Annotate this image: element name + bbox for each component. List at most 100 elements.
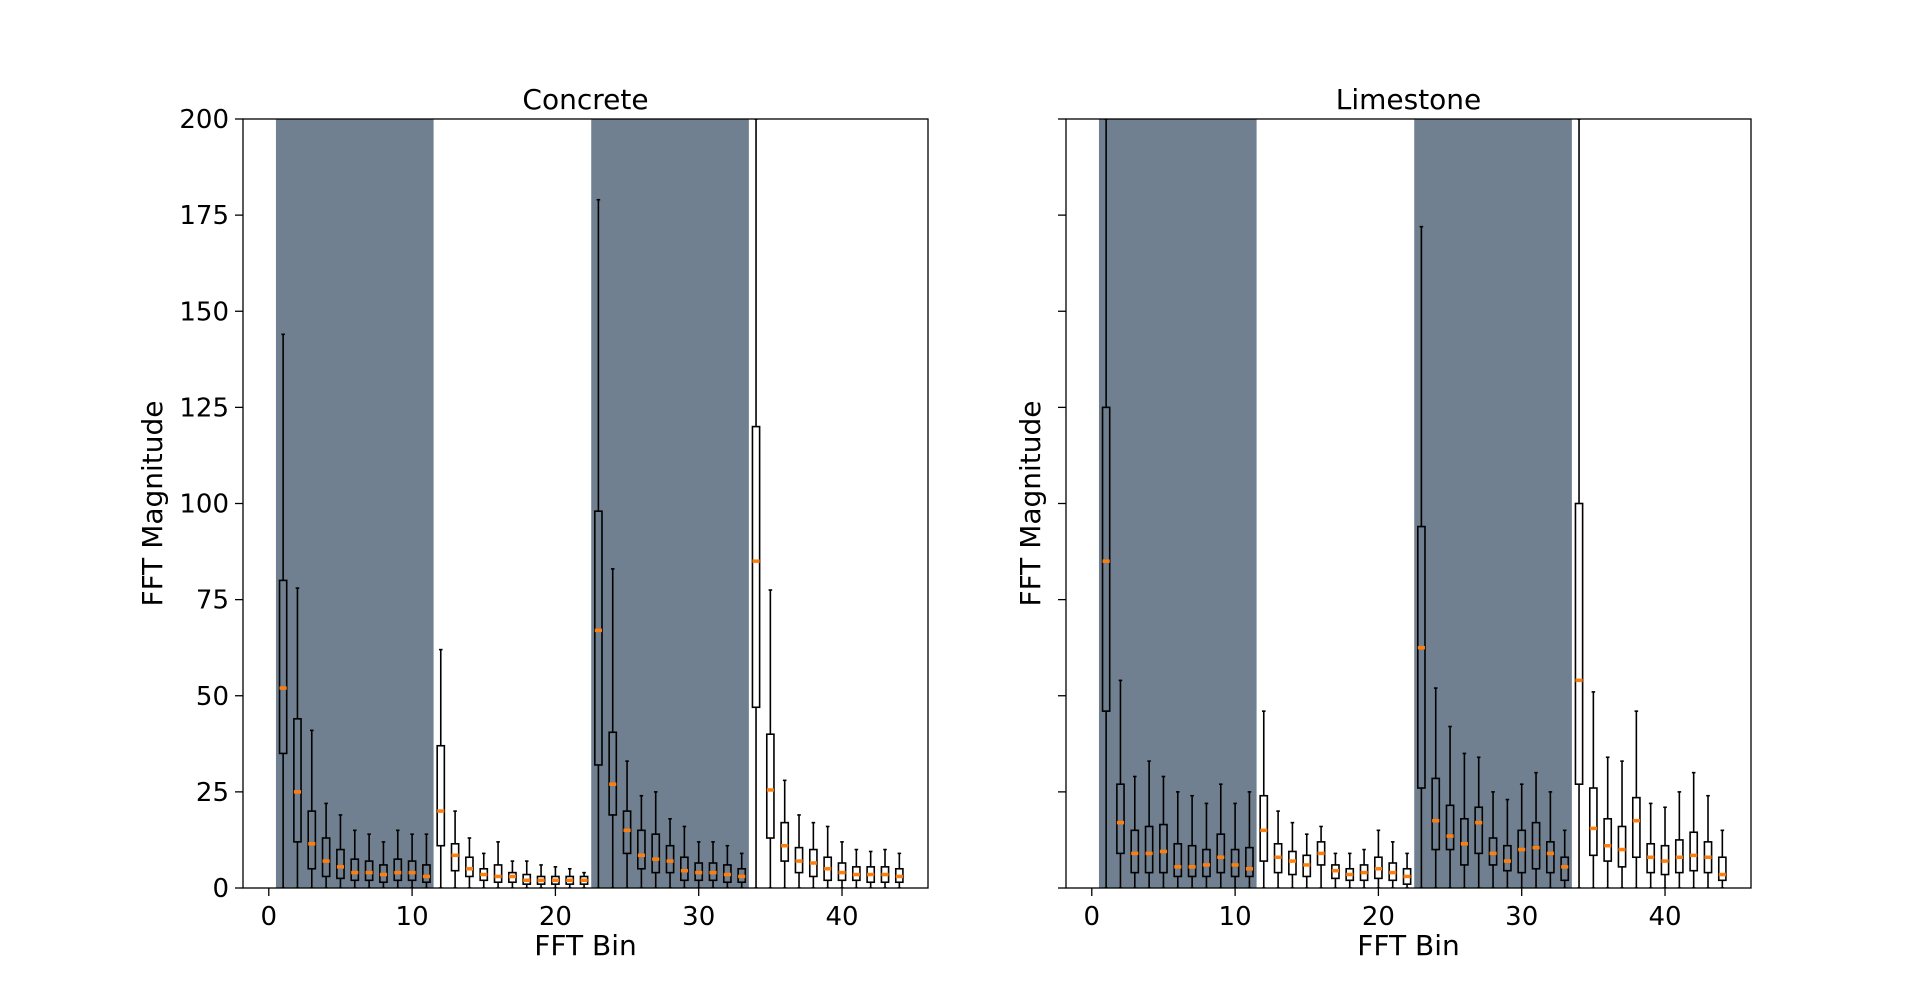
iqr-box xyxy=(780,821,790,862)
box-bin-17 xyxy=(508,860,517,888)
box-bin-31 xyxy=(708,841,718,888)
limestone-subplot: 0 10 20 30 40 Limestone FFT Bin FFT Magnitude xyxy=(1014,83,1752,962)
x-axis-label: FFT Bin xyxy=(534,929,636,962)
box-bin-9 xyxy=(393,829,403,888)
iqr-box xyxy=(1603,817,1613,862)
box-bin-33 xyxy=(737,852,747,888)
iqr-box xyxy=(1560,856,1570,882)
box-bin-38 xyxy=(1631,710,1641,888)
box-bin-6 xyxy=(1173,791,1183,888)
iqr-box xyxy=(278,579,288,755)
box-bin-42 xyxy=(866,850,876,888)
box-bin-16 xyxy=(1316,825,1326,888)
box-bin-41 xyxy=(851,848,861,888)
iqr-box xyxy=(336,848,345,880)
iqr-box xyxy=(1502,844,1512,872)
box-bin-29 xyxy=(1502,798,1512,888)
box-bin-27 xyxy=(1474,756,1484,888)
box-bin-24 xyxy=(1431,687,1441,888)
box-bin-7 xyxy=(1187,794,1197,888)
box-bin-43 xyxy=(880,848,890,888)
plot-area xyxy=(1098,119,1727,888)
x-tick-label: 0 xyxy=(1084,902,1101,932)
box-bin-22 xyxy=(579,871,589,888)
y-tick-label: 0 xyxy=(212,874,229,904)
box-bin-11 xyxy=(1245,791,1254,888)
iqr-box xyxy=(637,829,646,870)
box-bin-40 xyxy=(1660,806,1670,888)
iqr-box xyxy=(1517,829,1527,874)
box-bin-8 xyxy=(1202,802,1211,888)
y-tick-label: 150 xyxy=(179,297,229,327)
iqr-box xyxy=(1574,502,1584,785)
iqr-box xyxy=(1288,850,1297,876)
box-bin-2 xyxy=(293,587,302,888)
y-tick-label: 125 xyxy=(179,393,229,423)
box-bin-30 xyxy=(694,841,704,888)
box-bin-11 xyxy=(422,833,431,888)
iqr-box xyxy=(1617,825,1627,868)
x-axis-label: FFT Bin xyxy=(1357,929,1459,962)
plot-area xyxy=(275,119,904,888)
y-tick-label: 200 xyxy=(179,105,229,135)
box-bin-34 xyxy=(751,119,761,888)
box-bin-26 xyxy=(1460,752,1469,888)
box-bin-15 xyxy=(1302,833,1312,888)
iqr-box xyxy=(1717,856,1727,882)
box-bin-10 xyxy=(1230,802,1240,888)
box-bin-41 xyxy=(1674,791,1684,888)
y-tick-label: 75 xyxy=(196,586,229,616)
box-bin-28 xyxy=(1488,791,1498,888)
shaded-region-1 xyxy=(1098,119,1257,888)
iqr-box xyxy=(1101,406,1111,712)
box-bin-39 xyxy=(1646,802,1656,888)
iqr-box xyxy=(1417,525,1426,789)
box-bin-44 xyxy=(1717,829,1727,888)
box-bin-39 xyxy=(823,825,833,888)
box-bin-32 xyxy=(1545,791,1555,888)
box-bin-38 xyxy=(808,821,818,888)
iqr-box xyxy=(407,860,417,882)
box-bin-3 xyxy=(307,729,317,888)
iqr-box xyxy=(1116,783,1125,855)
box-bin-15 xyxy=(479,852,489,888)
iqr-box xyxy=(765,733,775,839)
iqr-box xyxy=(1531,821,1541,870)
iqr-box xyxy=(665,844,675,874)
iqr-box xyxy=(651,833,661,874)
iqr-box xyxy=(1144,825,1154,874)
y-axis-label: FFT Magnitude xyxy=(1014,400,1047,606)
iqr-box xyxy=(1588,787,1598,857)
iqr-box xyxy=(1130,829,1140,874)
y-tick-label: 100 xyxy=(179,490,229,520)
box-bin-30 xyxy=(1517,783,1527,888)
iqr-box xyxy=(679,856,689,882)
box-bin-31 xyxy=(1531,771,1541,888)
iqr-box xyxy=(1230,848,1240,878)
y-tick-label: 175 xyxy=(179,201,229,231)
x-tick-label: 20 xyxy=(539,902,572,932)
box-bin-24 xyxy=(608,568,618,888)
iqr-box xyxy=(364,860,374,882)
iqr-box xyxy=(350,858,360,882)
box-bin-19 xyxy=(536,864,546,888)
box-bin-14 xyxy=(465,837,474,888)
box-bin-3 xyxy=(1130,775,1140,888)
box-bin-1 xyxy=(278,333,288,888)
box-bin-19 xyxy=(1359,848,1369,888)
shaded-region-1 xyxy=(275,119,434,888)
iqr-box xyxy=(465,856,474,878)
box-bin-33 xyxy=(1560,829,1570,888)
box-bin-5 xyxy=(336,814,345,888)
iqr-box xyxy=(493,864,503,884)
iqr-box xyxy=(594,510,603,766)
box-bin-35 xyxy=(765,589,775,888)
box-bin-26 xyxy=(637,794,646,888)
box-bin-25 xyxy=(1445,725,1455,888)
box-bin-8 xyxy=(379,841,388,888)
box-bin-32 xyxy=(722,844,732,888)
box-bin-36 xyxy=(1603,756,1613,888)
box-bin-29 xyxy=(679,825,689,888)
box-bin-14 xyxy=(1288,821,1297,888)
